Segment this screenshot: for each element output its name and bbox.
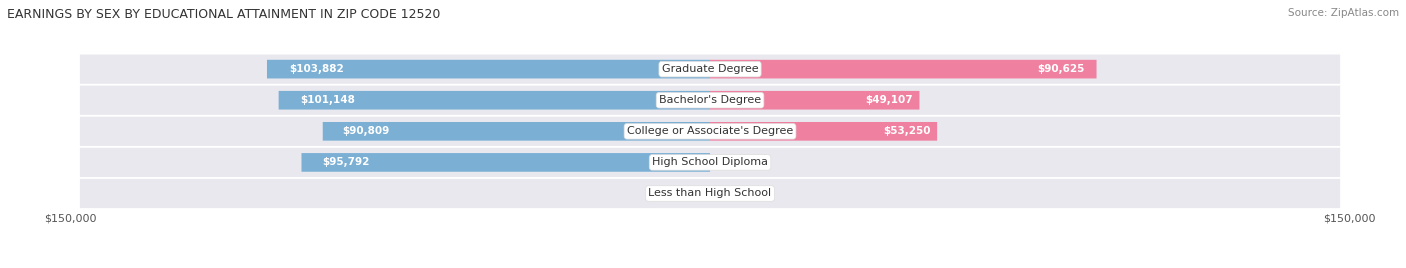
FancyBboxPatch shape: [710, 60, 1097, 79]
Text: $0: $0: [685, 188, 697, 199]
Text: $103,882: $103,882: [290, 64, 344, 74]
Text: $101,148: $101,148: [301, 95, 356, 105]
Text: Bachelor's Degree: Bachelor's Degree: [659, 95, 761, 105]
Text: $90,809: $90,809: [342, 126, 389, 136]
Text: Less than High School: Less than High School: [648, 188, 772, 199]
FancyBboxPatch shape: [80, 85, 1340, 115]
FancyBboxPatch shape: [323, 122, 710, 141]
Text: College or Associate's Degree: College or Associate's Degree: [627, 126, 793, 136]
Text: High School Diploma: High School Diploma: [652, 157, 768, 168]
Text: $53,250: $53,250: [883, 126, 931, 136]
Text: $95,792: $95,792: [322, 157, 370, 168]
Text: EARNINGS BY SEX BY EDUCATIONAL ATTAINMENT IN ZIP CODE 12520: EARNINGS BY SEX BY EDUCATIONAL ATTAINMEN…: [7, 8, 440, 21]
FancyBboxPatch shape: [278, 91, 710, 110]
FancyBboxPatch shape: [80, 54, 1340, 84]
FancyBboxPatch shape: [710, 122, 938, 141]
Text: $90,625: $90,625: [1038, 64, 1085, 74]
Text: $49,107: $49,107: [866, 95, 912, 105]
FancyBboxPatch shape: [710, 91, 920, 110]
FancyBboxPatch shape: [267, 60, 710, 79]
FancyBboxPatch shape: [301, 153, 710, 172]
Text: Source: ZipAtlas.com: Source: ZipAtlas.com: [1288, 8, 1399, 18]
Text: $0: $0: [723, 157, 735, 168]
Text: $0: $0: [723, 188, 735, 199]
FancyBboxPatch shape: [80, 148, 1340, 177]
FancyBboxPatch shape: [80, 117, 1340, 146]
Text: Graduate Degree: Graduate Degree: [662, 64, 758, 74]
FancyBboxPatch shape: [80, 179, 1340, 208]
